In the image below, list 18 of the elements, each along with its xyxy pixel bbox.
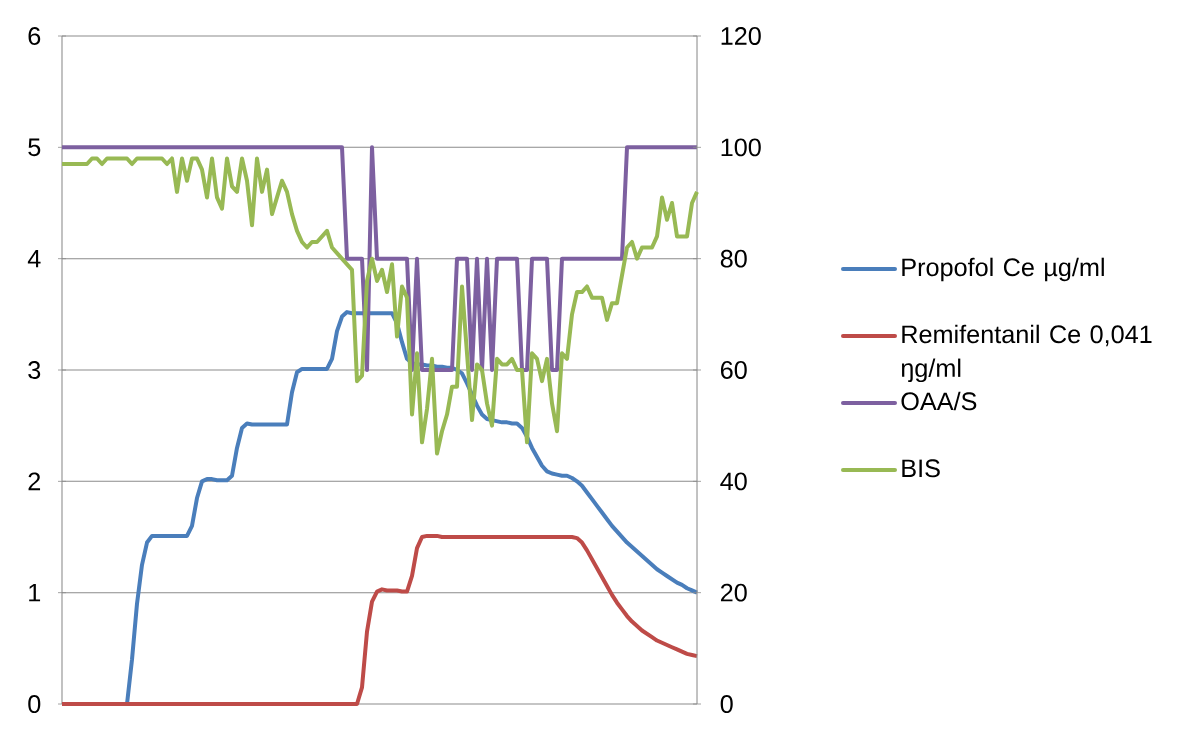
y2-tick-label: 40 — [720, 472, 747, 491]
y-tick-label: 3 — [28, 361, 41, 379]
y-tick-label: 2 — [28, 472, 41, 491]
y-tick-label: 6 — [28, 27, 41, 45]
legend-label: BIS — [902, 459, 940, 478]
y2-tick-label: 60 — [720, 361, 747, 379]
y2-tick-label: 80 — [720, 249, 747, 268]
y-tick-label: 0 — [28, 695, 41, 713]
legend-label: Remifentanil Ce 0,041 ŋg/ml — [902, 324, 1152, 383]
y2-tick-label: 120 — [721, 27, 761, 45]
y2-tick-label: 20 — [720, 583, 747, 602]
y-tick-label: 5 — [28, 138, 41, 157]
y2-tick-label: 0 — [720, 695, 733, 713]
legend-label: Propofol Ce µg/ml — [902, 257, 1104, 282]
legend-label: OAA/S — [901, 391, 977, 411]
y-tick-label: 4 — [27, 250, 41, 268]
y-tick-label: 1 — [29, 584, 41, 602]
y2-tick-label: 100 — [721, 138, 761, 157]
